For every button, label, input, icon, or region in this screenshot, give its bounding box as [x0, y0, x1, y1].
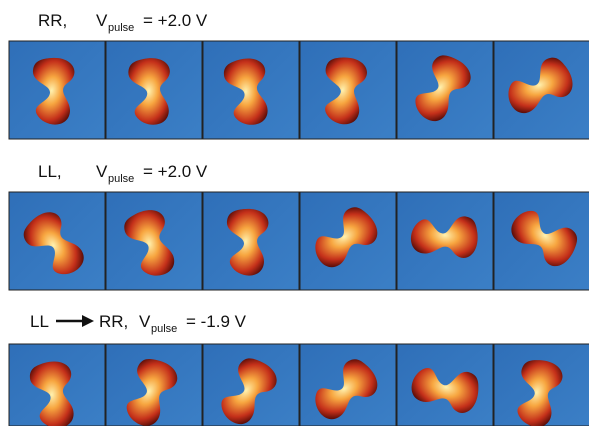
label-prefix: RR,	[38, 11, 67, 30]
label-value: = +2.0 V	[143, 162, 208, 181]
arrow	[56, 315, 94, 327]
label-symbol: V	[96, 162, 108, 181]
label-symbol: V	[139, 312, 151, 331]
label-symbol: V	[96, 11, 108, 30]
stm-image	[397, 344, 493, 426]
label-subscript: pulse	[108, 22, 134, 34]
label-prefix: LL	[30, 312, 49, 331]
image-panels	[9, 41, 589, 426]
label-value: = +2.0 V	[143, 11, 208, 30]
label-value: = -1.9 V	[186, 312, 247, 331]
row-label: LL RR, V pulse = -1.9 V	[30, 312, 247, 335]
row-label: RR, V pulse = +2.0 V	[38, 11, 208, 34]
label-target: RR,	[99, 312, 128, 331]
label-subscript: pulse	[151, 323, 177, 335]
label-subscript: pulse	[108, 173, 134, 185]
row-label: LL, V pulse = +2.0 V	[38, 162, 208, 185]
label-prefix: LL,	[38, 162, 62, 181]
figure: RR, V pulse = +2.0 V LL, V pulse = +2.0 …	[0, 0, 589, 426]
